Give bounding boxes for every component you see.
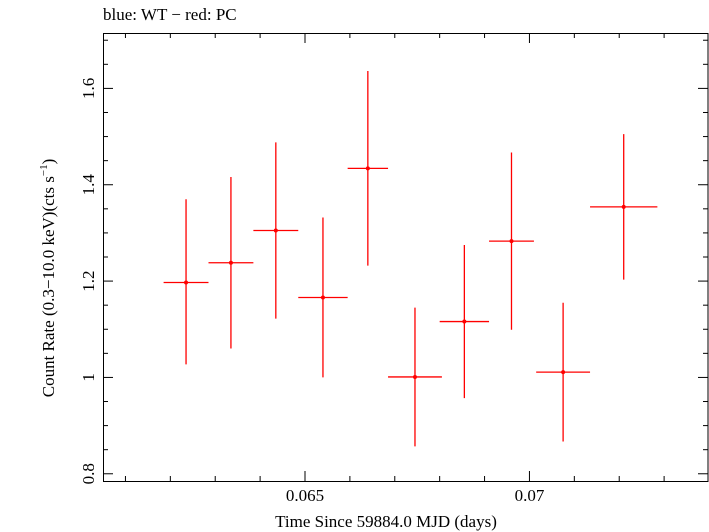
chart-title: blue: WT − red: PC <box>103 5 237 24</box>
y-tick-label: 1.4 <box>79 174 98 196</box>
data-point <box>489 152 534 330</box>
y-tick-label: 0.8 <box>79 463 98 484</box>
data-marker <box>509 239 514 244</box>
data-point <box>208 177 254 349</box>
x-tick-label: 0.065 <box>286 486 324 505</box>
axis-tick-labels: 0.065 0.07 0.8 1 1.2 1.4 1.6 <box>79 78 545 505</box>
y-tick-label: 1 <box>79 373 98 382</box>
data-point <box>163 199 209 365</box>
data-point <box>253 142 299 319</box>
y-tick-label: 1.2 <box>79 270 98 291</box>
data-marker <box>561 370 566 375</box>
axis-ticks <box>103 33 708 481</box>
data-point <box>536 302 591 442</box>
data-marker <box>320 295 325 300</box>
data-marker <box>462 319 467 324</box>
data-marker <box>412 374 417 379</box>
data-point <box>388 307 442 447</box>
data-marker <box>365 166 370 171</box>
y-tick-label: 1.6 <box>79 78 98 99</box>
data-point <box>298 217 348 378</box>
x-axis-label: Time Since 59884.0 MJD (days) <box>275 512 497 531</box>
y-axis-label: Count Rate (0.3−10.0 keV)(cts s−1) <box>38 159 58 398</box>
y-axis-label-superscript: −1 <box>38 164 50 176</box>
data-marker <box>184 280 189 285</box>
data-point <box>590 134 658 280</box>
data-point <box>347 71 389 266</box>
data-series <box>163 71 658 447</box>
y-axis-label-close: ) <box>39 159 58 165</box>
data-marker <box>273 228 278 233</box>
data-marker <box>621 204 626 209</box>
plot-frame <box>103 33 709 482</box>
data-point <box>439 244 490 399</box>
y-axis-label-main: Count Rate (0.3−10.0 keV)(cts s <box>39 176 58 397</box>
x-tick-label: 0.07 <box>515 486 545 505</box>
data-marker <box>228 260 233 265</box>
